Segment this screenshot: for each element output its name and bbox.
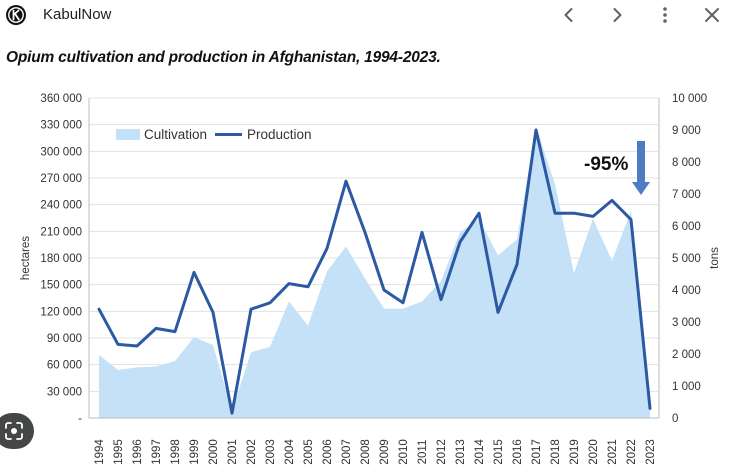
lens-search-icon[interactable] bbox=[0, 413, 34, 449]
left-tick-label: 180 000 bbox=[40, 253, 82, 265]
legend-label-cultivation: Cultivation bbox=[144, 127, 207, 142]
right-tick-label: 5 000 bbox=[672, 253, 701, 265]
left-tick-label: 270 000 bbox=[40, 173, 82, 185]
x-tick-label: 2018 bbox=[550, 439, 562, 465]
x-tick-label: 2023 bbox=[645, 439, 657, 465]
x-tick-label: 2008 bbox=[360, 439, 372, 465]
x-tick-label: 2022 bbox=[626, 439, 638, 465]
production-line bbox=[97, 128, 652, 415]
left-axis-title: hectares bbox=[20, 236, 32, 280]
x-tick-label: 2006 bbox=[322, 439, 334, 465]
legend-label-production: Production bbox=[247, 127, 312, 142]
right-tick-label: 2 000 bbox=[672, 349, 701, 361]
right-tick-label: 3 000 bbox=[672, 317, 701, 329]
left-tick-label: 90 000 bbox=[47, 333, 82, 345]
right-tick-label: 9 000 bbox=[672, 125, 701, 137]
x-tick-label: 2019 bbox=[569, 439, 581, 465]
left-tick-label: 300 000 bbox=[40, 146, 82, 158]
x-tick-label: 1996 bbox=[132, 439, 144, 465]
x-tick-label: 2016 bbox=[512, 439, 524, 465]
x-tick-label: 2011 bbox=[417, 440, 429, 465]
more-vertical-icon[interactable] bbox=[652, 3, 678, 27]
x-tick-label: 2009 bbox=[379, 439, 391, 465]
right-tick-label: 10 000 bbox=[672, 93, 707, 105]
x-tick-label: 2002 bbox=[246, 439, 258, 465]
right-tick-label: 4 000 bbox=[672, 285, 701, 297]
left-tick-label: 330 000 bbox=[40, 120, 82, 132]
browser-top-bar: KabulNow bbox=[0, 0, 734, 32]
x-tick-label: 2013 bbox=[455, 439, 467, 465]
cultivation-area bbox=[99, 126, 650, 418]
right-axis-title: tons bbox=[709, 247, 721, 269]
x-tick-label: 2015 bbox=[493, 439, 505, 465]
left-tick-label: 30 000 bbox=[47, 386, 82, 398]
x-tick-label: 2005 bbox=[303, 439, 315, 465]
x-tick-label: 2004 bbox=[284, 439, 296, 465]
annotation-arrow-head bbox=[632, 182, 650, 195]
x-tick-label: 2012 bbox=[436, 439, 448, 465]
left-tick-label: 360 000 bbox=[40, 93, 82, 105]
x-tick-label: 2010 bbox=[398, 439, 410, 465]
chevron-left-icon[interactable] bbox=[556, 3, 582, 27]
x-tick-label: 1997 bbox=[151, 439, 163, 465]
chevron-right-icon[interactable] bbox=[604, 3, 630, 27]
x-tick-label: 2003 bbox=[265, 439, 277, 465]
legend-swatch-cultivation bbox=[116, 129, 140, 140]
left-tick-label: - bbox=[78, 413, 82, 425]
chart-title: Opium cultivation and production in Afgh… bbox=[6, 49, 441, 66]
x-tick-label: 1994 bbox=[94, 439, 106, 465]
x-tick-label: 2017 bbox=[531, 439, 543, 465]
x-tick-label: 2014 bbox=[474, 439, 486, 465]
x-tick-label: 2007 bbox=[341, 439, 353, 465]
x-tick-label: 2001 bbox=[227, 439, 239, 465]
right-tick-label: 0 bbox=[672, 413, 678, 425]
annotation-arrow-shaft bbox=[637, 141, 645, 183]
left-tick-label: 240 000 bbox=[40, 200, 82, 212]
close-icon[interactable] bbox=[699, 3, 725, 27]
right-tick-label: 6 000 bbox=[672, 221, 701, 233]
right-tick-label: 7 000 bbox=[672, 189, 701, 201]
x-tick-label: 2000 bbox=[208, 439, 220, 465]
x-tick-label: 2021 bbox=[607, 439, 619, 465]
annotation-label: -95% bbox=[584, 154, 628, 175]
left-tick-label: 120 000 bbox=[40, 306, 82, 318]
right-tick-label: 1 000 bbox=[672, 381, 701, 393]
x-tick-label: 2020 bbox=[588, 439, 600, 465]
x-tick-label: 1998 bbox=[170, 439, 182, 465]
kabulnow-logo-icon[interactable] bbox=[6, 5, 26, 25]
x-tick-label: 1999 bbox=[189, 439, 201, 465]
left-tick-label: 150 000 bbox=[40, 280, 82, 292]
site-name[interactable]: KabulNow bbox=[43, 6, 112, 23]
left-tick-label: 210 000 bbox=[40, 226, 82, 238]
left-tick-label: 60 000 bbox=[47, 360, 82, 372]
x-tick-label: 1995 bbox=[113, 439, 125, 465]
right-tick-label: 8 000 bbox=[672, 157, 701, 169]
